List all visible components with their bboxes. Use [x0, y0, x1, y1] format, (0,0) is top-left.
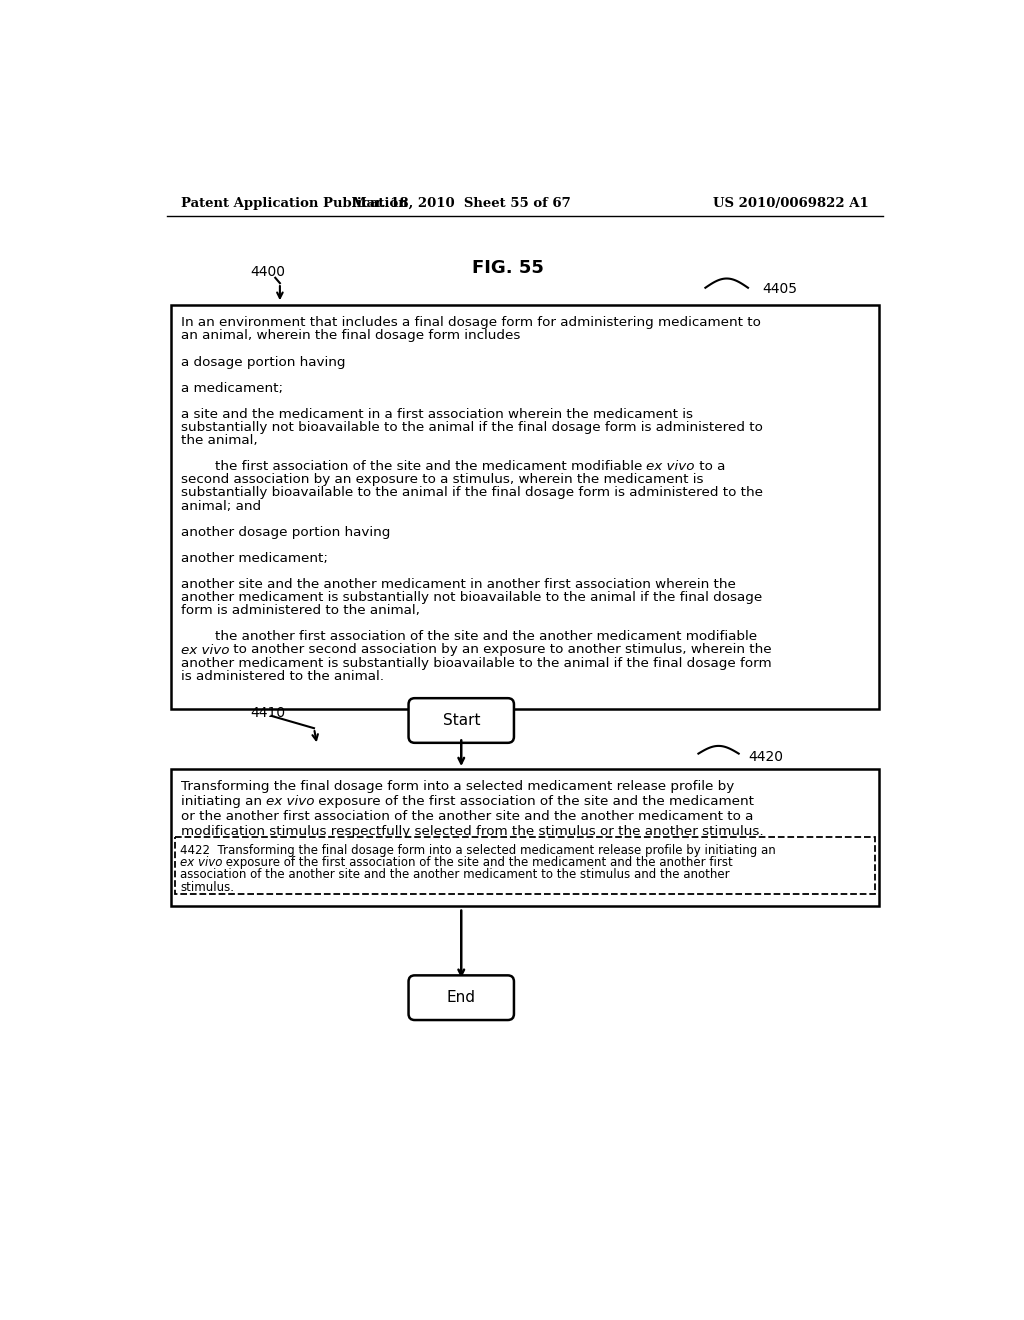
- Text: a dosage portion having: a dosage portion having: [180, 355, 345, 368]
- Text: In an environment that includes a final dosage form for administering medicament: In an environment that includes a final …: [180, 317, 761, 329]
- Text: 4405: 4405: [762, 282, 797, 296]
- Text: the first association of the site and the medicament modifiable: the first association of the site and th…: [180, 461, 646, 474]
- Text: Mar. 18, 2010  Sheet 55 of 67: Mar. 18, 2010 Sheet 55 of 67: [352, 197, 570, 210]
- Text: an animal, wherein the final dosage form includes: an animal, wherein the final dosage form…: [180, 330, 520, 342]
- Text: another dosage portion having: another dosage portion having: [180, 525, 390, 539]
- Text: substantially bioavailable to the animal if the final dosage form is administere: substantially bioavailable to the animal…: [180, 487, 763, 499]
- Text: ex vivo: ex vivo: [266, 795, 314, 808]
- Text: form is administered to the animal,: form is administered to the animal,: [180, 605, 420, 618]
- Text: modification stimulus respectfully selected from the stimulus or the another sti: modification stimulus respectfully selec…: [180, 825, 764, 838]
- Bar: [171, 305, 879, 709]
- Bar: [171, 770, 879, 906]
- Text: ex vivo: ex vivo: [180, 855, 222, 869]
- Text: the animal,: the animal,: [180, 434, 257, 447]
- Text: 4420: 4420: [748, 751, 783, 764]
- Text: a medicament;: a medicament;: [180, 381, 283, 395]
- Bar: [174, 837, 876, 894]
- Text: another medicament is substantially not bioavailable to the animal if the final : another medicament is substantially not …: [180, 591, 762, 605]
- Text: End: End: [446, 990, 476, 1006]
- Text: Start: Start: [442, 713, 480, 729]
- Text: 4410: 4410: [251, 706, 286, 719]
- Text: initiating an: initiating an: [180, 795, 266, 808]
- Text: 4422  Transforming the final dosage form into a selected medicament release prof: 4422 Transforming the final dosage form …: [180, 843, 775, 857]
- Text: association of the another site and the another medicament to the stimulus and t: association of the another site and the …: [180, 869, 729, 882]
- FancyBboxPatch shape: [409, 975, 514, 1020]
- Text: second association by an exposure to a stimulus, wherein the medicament is: second association by an exposure to a s…: [180, 474, 703, 486]
- FancyBboxPatch shape: [409, 698, 514, 743]
- Text: or the another first association of the another site and the another medicament : or the another first association of the …: [180, 810, 753, 822]
- Text: ex vivo: ex vivo: [646, 461, 695, 474]
- Text: Patent Application Publication: Patent Application Publication: [180, 197, 408, 210]
- Text: the another first association of the site and the another medicament modifiable: the another first association of the sit…: [180, 631, 757, 643]
- Text: FIG. 55: FIG. 55: [472, 259, 544, 277]
- Text: exposure of the first association of the site and the medicament and the another: exposure of the first association of the…: [222, 855, 733, 869]
- Text: substantially not bioavailable to the animal if the final dosage form is adminis: substantially not bioavailable to the an…: [180, 421, 763, 434]
- Text: to another second association by an exposure to another stimulus, wherein the: to another second association by an expo…: [229, 644, 772, 656]
- Text: to a: to a: [695, 461, 725, 474]
- Text: 4400: 4400: [251, 265, 286, 280]
- Text: stimulus.: stimulus.: [180, 880, 233, 894]
- Text: Transforming the final dosage form into a selected medicament release profile by: Transforming the final dosage form into …: [180, 780, 734, 793]
- Text: is administered to the animal.: is administered to the animal.: [180, 669, 384, 682]
- Text: animal; and: animal; and: [180, 499, 261, 512]
- Text: exposure of the first association of the site and the medicament: exposure of the first association of the…: [314, 795, 755, 808]
- Text: another medicament;: another medicament;: [180, 552, 328, 565]
- Text: another site and the another medicament in another first association wherein the: another site and the another medicament …: [180, 578, 735, 591]
- Text: another medicament is substantially bioavailable to the animal if the final dosa: another medicament is substantially bioa…: [180, 656, 771, 669]
- Text: US 2010/0069822 A1: US 2010/0069822 A1: [713, 197, 869, 210]
- Text: a site and the medicament in a first association wherein the medicament is: a site and the medicament in a first ass…: [180, 408, 692, 421]
- Text: ex vivo: ex vivo: [180, 644, 229, 656]
